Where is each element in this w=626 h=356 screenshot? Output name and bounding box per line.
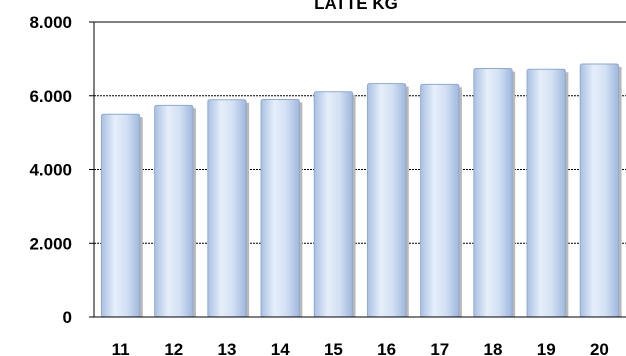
- bar: [526, 68, 566, 318]
- y-tick-labels: 0 2.000 4.000 6.000 8.000: [29, 13, 72, 327]
- bar: [366, 83, 407, 318]
- axes: [89, 21, 626, 318]
- x-tick-labels: 11 12 13 14 15 16 17 18 19 20: [112, 340, 609, 356]
- y-tick-label: 6.000: [29, 87, 72, 106]
- x-tick-label: 19: [537, 340, 556, 356]
- x-tick-label: 17: [430, 340, 449, 356]
- bar: [473, 67, 513, 318]
- bar: [420, 83, 460, 318]
- bar: [579, 63, 620, 318]
- x-tick-label: 18: [484, 340, 503, 356]
- bar: [313, 91, 354, 318]
- chart-title: LATTE KG: [314, 0, 398, 13]
- bars: [100, 63, 622, 318]
- bar: [207, 99, 247, 318]
- bar: [100, 113, 141, 318]
- x-tick-label: 16: [377, 340, 396, 356]
- y-tick-label: 8.000: [29, 13, 72, 32]
- bar: [260, 98, 300, 318]
- x-tick-label: 14: [271, 340, 290, 356]
- x-tick-label: 12: [164, 340, 183, 356]
- x-tick-label: 13: [218, 340, 237, 356]
- y-tick-label: 4.000: [29, 161, 72, 180]
- bar: [154, 104, 194, 318]
- x-tick-label: 11: [112, 340, 130, 356]
- x-tick-label: 20: [590, 340, 609, 356]
- y-tick-label: 2.000: [29, 234, 72, 253]
- y-tick-label: 0: [63, 308, 72, 327]
- x-tick-label: 15: [324, 340, 343, 356]
